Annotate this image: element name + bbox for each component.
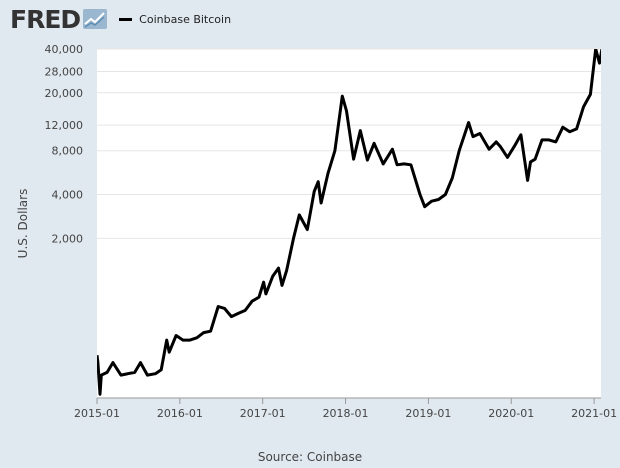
y-tick-label: 2,000: [52, 232, 84, 245]
y-tick-label: 20,000: [45, 87, 84, 100]
series-line-coinbase-bitcoin: [97, 49, 601, 396]
fred-logo-text: FRED: [10, 4, 81, 34]
x-tick-label: 2018-01: [323, 407, 369, 420]
fred-logo[interactable]: FRED: [10, 4, 108, 34]
legend-label: Coinbase Bitcoin: [139, 12, 232, 26]
x-tick-label: 2020-01: [488, 407, 534, 420]
x-tick-label: 2021-01: [571, 407, 617, 420]
chart-legend: Coinbase Bitcoin: [119, 13, 231, 26]
y-axis-label: U.S. Dollars: [16, 189, 30, 259]
y-tick-label: 12,000: [45, 119, 84, 132]
x-tick-label: 2019-01: [405, 407, 451, 420]
source-note: Source: Coinbase: [257, 450, 363, 464]
chart-line-icon: [83, 9, 108, 29]
y-tick-label: 28,000: [45, 66, 84, 79]
y-tick-label: 8,000: [52, 145, 84, 158]
y-tick-label: 40,000: [45, 43, 84, 56]
x-tick-label: 2017-01: [240, 407, 286, 420]
x-tick-label: 2015-01: [74, 407, 120, 420]
graph-header: FRED Coinbase Bitcoin: [10, 4, 231, 34]
y-tick-label: 4,000: [52, 189, 84, 202]
legend-swatch: [119, 17, 133, 21]
x-tick-label: 2016-01: [157, 407, 203, 420]
